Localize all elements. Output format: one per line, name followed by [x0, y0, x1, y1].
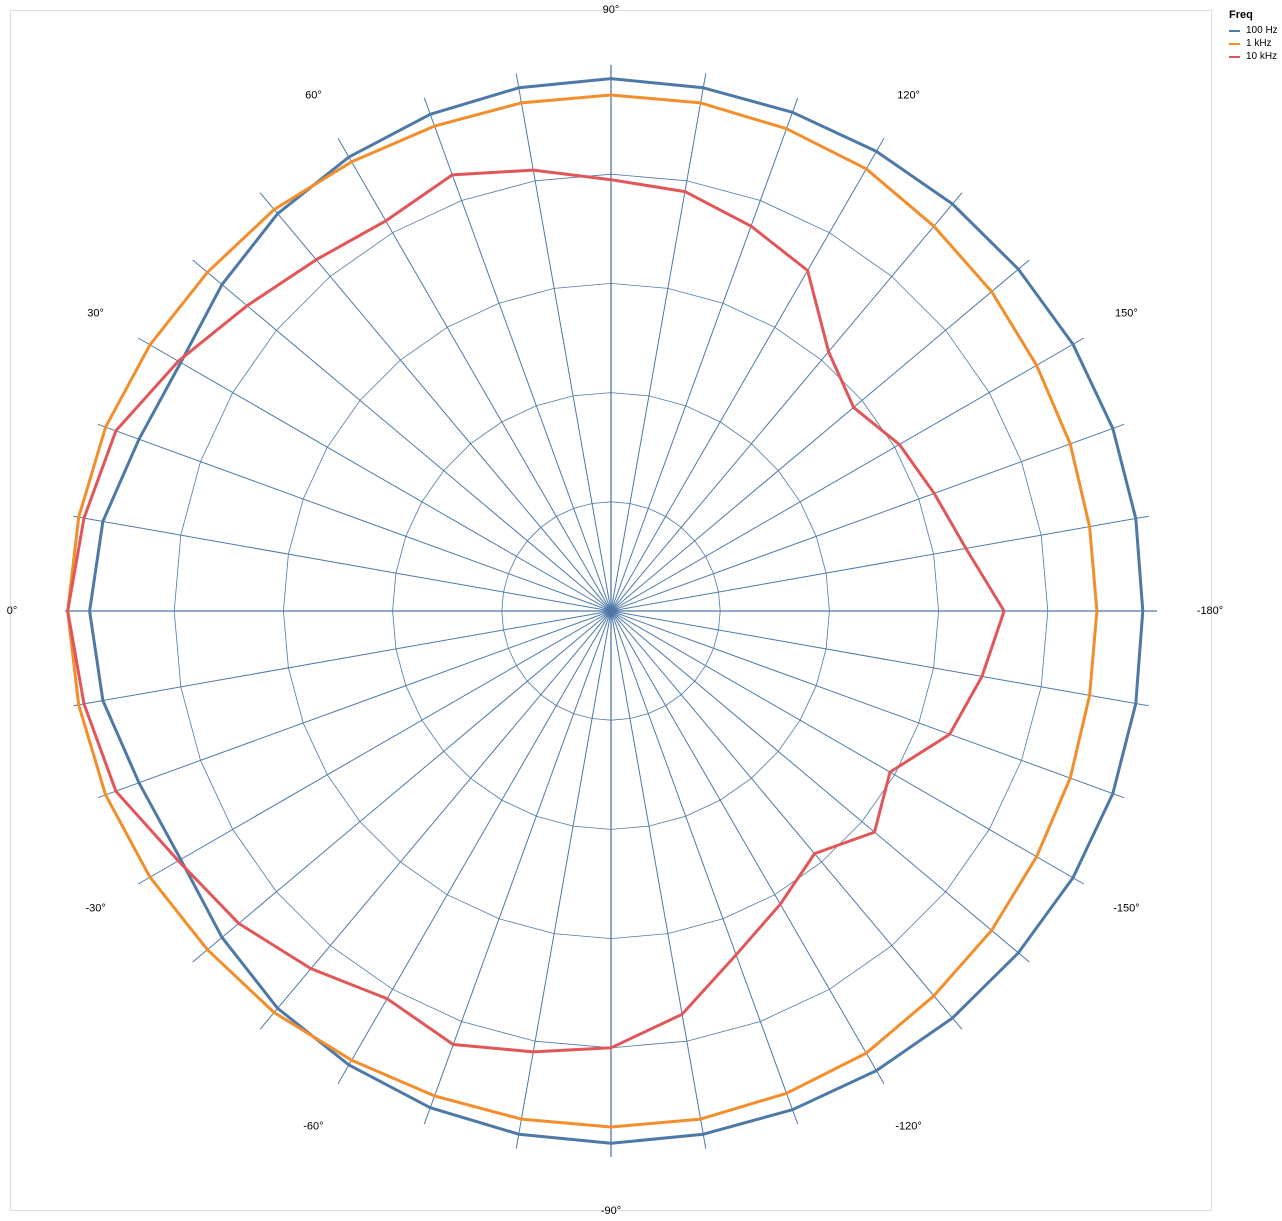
angle-label: -180°: [1197, 605, 1223, 617]
spoke-10: [73, 515, 612, 612]
spoke-200: [610, 610, 1125, 799]
spoke-60: [337, 137, 612, 612]
series-line-100-hz: [88, 77, 1145, 1145]
spoke-170: [610, 515, 1149, 612]
angle-label: -90°: [601, 1205, 621, 1217]
spoke-150: [610, 337, 1085, 612]
legend-swatch: [1229, 55, 1240, 58]
spoke-280: [515, 610, 612, 1149]
spoke-100: [610, 73, 707, 612]
legend-items: 100 Hz 1 kHz 10 kHz: [1229, 24, 1278, 63]
angle-label: 120°: [897, 90, 920, 102]
angle-label: -60°: [303, 1120, 323, 1132]
angle-label: 30°: [87, 307, 104, 319]
spoke-350: [73, 610, 612, 707]
spoke-80: [515, 73, 612, 612]
legend-swatch: [1229, 42, 1240, 45]
legend-label: 100 Hz: [1246, 25, 1278, 36]
spoke-320: [192, 610, 612, 963]
angle-label: 90°: [603, 4, 620, 16]
spoke-260: [610, 610, 707, 1149]
spoke-220: [610, 610, 1030, 963]
spoke-230: [610, 610, 963, 1030]
spoke-340: [97, 610, 612, 799]
spoke-130: [610, 192, 963, 612]
spoke-210: [610, 610, 1085, 885]
spoke-250: [610, 610, 799, 1125]
angle-label: 0°: [7, 605, 18, 617]
chart-plot-area: [10, 10, 1212, 1211]
spoke-300: [337, 610, 612, 1085]
spoke-190: [610, 610, 1149, 707]
angle-label-layer: 0° 30° 60° 90° 120° 150° -180° -150° -120° -90° -6…: [7, 4, 1223, 1217]
angle-label: 60°: [305, 90, 322, 102]
series-layer: [66, 77, 1145, 1145]
legend-title: Freq: [1229, 9, 1253, 21]
legend-item: 10 kHz: [1229, 50, 1278, 63]
angle-label: 150°: [1115, 307, 1138, 319]
legend-item: 1 kHz: [1229, 37, 1278, 50]
spoke-330: [137, 610, 612, 885]
spoke-50: [259, 192, 612, 612]
spoke-120: [610, 137, 885, 612]
series-line-10-khz: [66, 168, 1006, 1054]
angle-label: -120°: [895, 1120, 921, 1132]
legend: Freq 100 Hz 1 kHz 10 kHz: [1229, 9, 1278, 63]
spoke-40: [192, 259, 612, 612]
spoke-240: [610, 610, 885, 1085]
legend-label: 1 kHz: [1246, 38, 1272, 49]
legend-label: 10 kHz: [1246, 51, 1278, 62]
angle-label: -30°: [85, 903, 105, 915]
spoke-160: [610, 423, 1125, 612]
spoke-290: [423, 610, 612, 1125]
spoke-140: [610, 259, 1030, 612]
grid-layer: [65, 65, 1157, 1157]
angle-label: -150°: [1113, 903, 1139, 915]
spoke-70: [423, 97, 612, 612]
legend-item: 100 Hz: [1229, 24, 1278, 37]
spoke-110: [610, 97, 799, 612]
legend-swatch: [1229, 29, 1240, 32]
series-line-1-khz: [66, 93, 1099, 1129]
spoke-30: [137, 337, 612, 612]
spoke-310: [259, 610, 612, 1030]
spoke-20: [97, 423, 612, 612]
